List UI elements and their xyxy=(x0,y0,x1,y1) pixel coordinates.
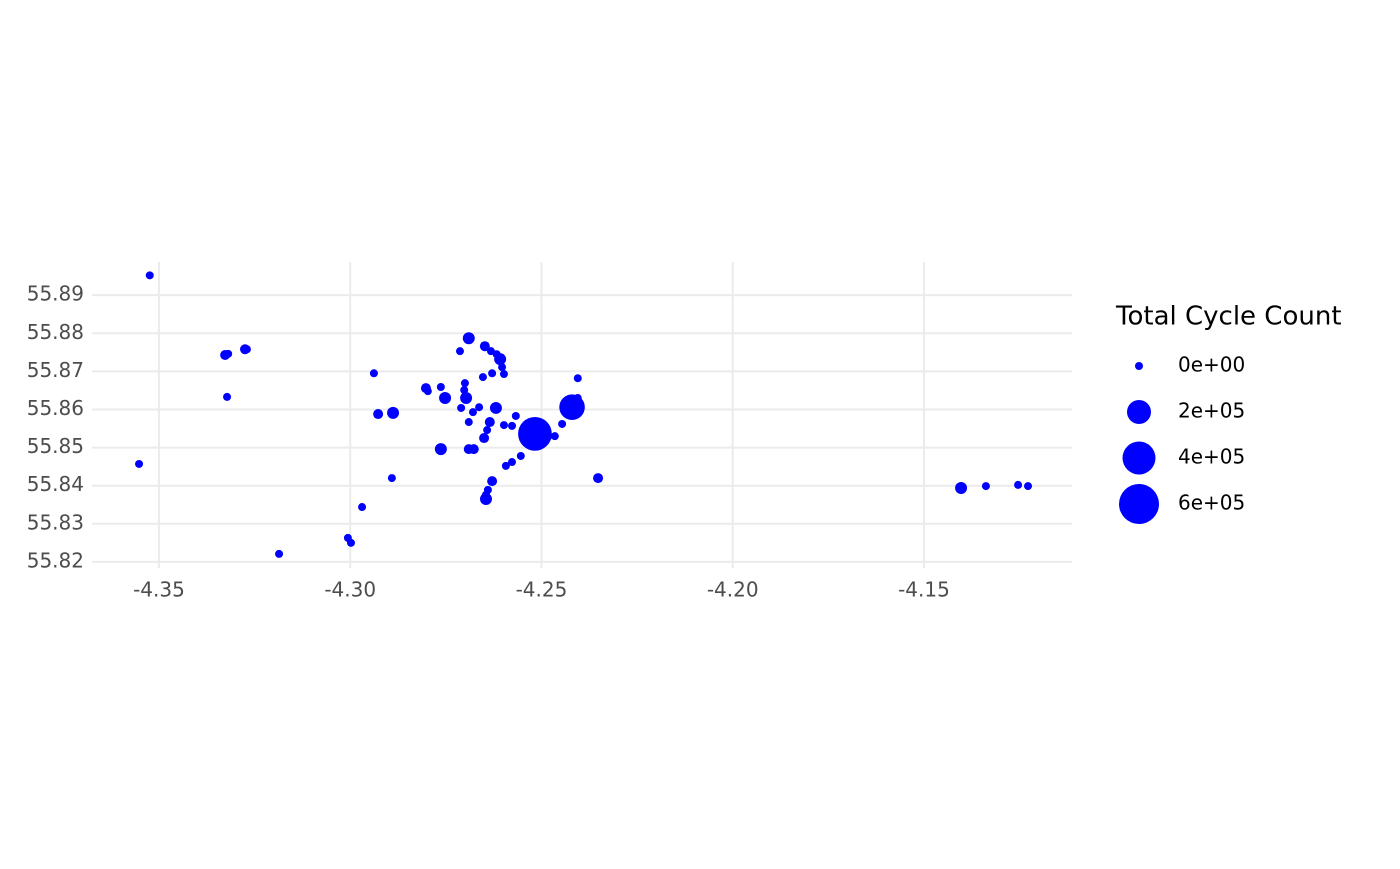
point xyxy=(434,443,447,456)
point xyxy=(475,403,484,412)
point xyxy=(242,345,251,354)
point xyxy=(1014,480,1023,489)
point xyxy=(494,353,507,366)
point xyxy=(550,432,559,441)
point xyxy=(955,481,968,494)
point xyxy=(346,538,355,547)
point xyxy=(489,401,502,414)
point xyxy=(423,387,432,396)
point xyxy=(480,493,492,506)
point xyxy=(516,451,525,460)
point xyxy=(543,432,552,441)
y-tick-label: 55.89 xyxy=(27,282,84,306)
legend-key xyxy=(1127,400,1151,424)
point xyxy=(488,369,497,378)
point xyxy=(498,363,507,372)
y-tick-label: 55.84 xyxy=(27,472,84,496)
point xyxy=(483,426,492,435)
point xyxy=(387,474,396,483)
point xyxy=(460,379,469,388)
x-tick-label: -4.30 xyxy=(324,578,376,602)
legend-key xyxy=(1135,362,1143,370)
y-tick-label: 55.83 xyxy=(27,510,84,534)
legend-title: Total Cycle Count xyxy=(1115,302,1342,332)
legend-label: 6e+05 xyxy=(1178,491,1245,515)
point xyxy=(479,433,490,444)
point xyxy=(373,409,384,420)
point xyxy=(981,482,990,491)
point xyxy=(224,349,233,358)
point xyxy=(468,444,479,455)
point xyxy=(460,392,473,405)
point xyxy=(593,473,604,484)
x-tick-label: -4.15 xyxy=(898,578,950,602)
x-tick-label: -4.25 xyxy=(516,578,568,602)
point xyxy=(478,373,487,382)
point xyxy=(462,332,475,345)
y-tick-label: 55.82 xyxy=(27,548,84,572)
point xyxy=(145,271,154,280)
point xyxy=(457,403,466,412)
point xyxy=(487,476,498,487)
point xyxy=(464,418,473,427)
y-tick-label: 55.87 xyxy=(27,358,84,382)
legend-label: 0e+00 xyxy=(1178,353,1245,377)
y-tick-label: 55.85 xyxy=(27,434,84,458)
legend-label: 2e+05 xyxy=(1178,399,1245,423)
point xyxy=(369,369,378,378)
point xyxy=(358,503,367,512)
y-tick-label: 55.86 xyxy=(27,396,84,420)
legend-key xyxy=(1119,484,1159,524)
point xyxy=(508,458,516,467)
y-tick-label: 55.88 xyxy=(27,320,84,344)
x-tick-label: -4.20 xyxy=(707,578,759,602)
point xyxy=(499,370,508,379)
point xyxy=(460,386,469,395)
point xyxy=(558,419,567,428)
point xyxy=(135,459,144,468)
point xyxy=(275,549,284,558)
legend-label: 4e+05 xyxy=(1178,445,1245,469)
point xyxy=(455,347,464,356)
point xyxy=(468,408,477,417)
point xyxy=(1024,482,1033,491)
point xyxy=(479,341,490,352)
point xyxy=(223,392,232,401)
point xyxy=(436,382,445,391)
point xyxy=(518,416,552,451)
point xyxy=(573,374,582,383)
legend-key xyxy=(1122,441,1156,475)
point xyxy=(508,421,516,430)
point xyxy=(387,406,400,419)
point xyxy=(499,421,508,430)
point xyxy=(573,394,582,403)
point xyxy=(439,392,452,405)
point xyxy=(501,461,510,470)
point xyxy=(511,411,520,420)
points xyxy=(135,271,1033,558)
x-tick-label: -4.35 xyxy=(133,578,185,602)
point xyxy=(484,417,495,428)
